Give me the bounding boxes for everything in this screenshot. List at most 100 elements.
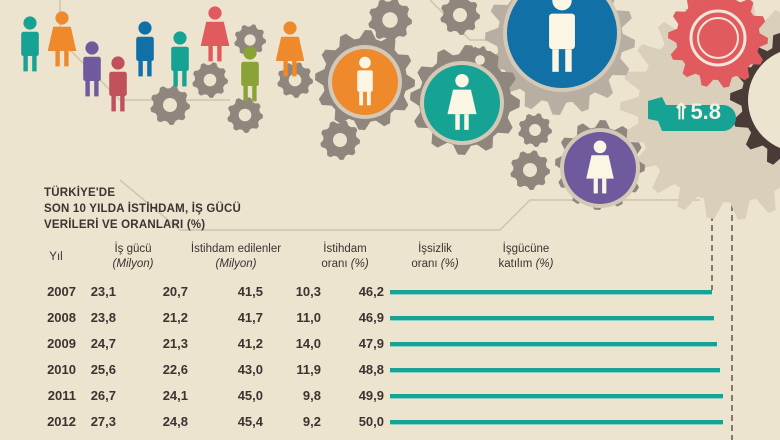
person-icon-leg — [182, 71, 187, 87]
table-row: 2012 27,3 24,8 45,4 9,2 50,0 — [0, 412, 780, 432]
person-icon-leg — [120, 96, 125, 112]
person-icon-body — [47, 26, 77, 51]
title-line-2: SON 10 YILDA İSTİHDAM, İŞ GÜCÜ — [44, 203, 242, 215]
person-icon-head — [55, 11, 69, 25]
woman-icon-body — [586, 155, 614, 179]
value-cell: 41,7 — [237, 310, 263, 325]
person-icon-head — [111, 56, 125, 70]
man-icon-leg — [359, 91, 364, 106]
value-cell: 9,8 — [302, 388, 321, 403]
increase-badge — [648, 97, 736, 131]
woman-icon-leg — [602, 178, 607, 194]
header-unit: (%) — [440, 258, 459, 270]
value-cell: 11,0 — [296, 310, 321, 325]
header-label: İşgücüne — [502, 243, 550, 255]
person-icon-head — [23, 16, 37, 30]
gear-hole — [475, 55, 485, 65]
header-year: Yıl — [36, 250, 76, 265]
value-cell: 23,8 — [90, 310, 116, 325]
person-icon-head — [283, 21, 297, 35]
header-year-label: Yıl — [49, 251, 63, 263]
header-participation: İşgücüne katılım (%) — [488, 242, 564, 272]
year-cell: 2011 — [47, 388, 76, 403]
year-cell: 2008 — [47, 310, 76, 325]
header-label: İstihdam edilenler — [190, 243, 282, 255]
person-icon-leg — [23, 56, 28, 72]
value-cell: 24,8 — [162, 414, 188, 429]
man-icon-body — [357, 70, 373, 92]
value-cell: 45,0 — [237, 388, 263, 403]
gear-hole — [333, 133, 347, 147]
participation-bar — [390, 368, 720, 372]
table-row: 2009 24,7 21,3 41,2 14,0 47,9 — [0, 334, 780, 354]
gear-hole — [748, 52, 780, 148]
woman-icon-leg — [464, 114, 469, 130]
person-icon-leg — [252, 86, 257, 102]
header-label2: oranı — [411, 258, 438, 270]
person-icon-head — [243, 46, 257, 60]
header-unit: (Milyon) — [215, 258, 257, 270]
header-employment-rate: İstihdam oranı (%) — [310, 242, 380, 272]
person-icon-leg — [111, 96, 116, 112]
person-icon-body — [136, 36, 154, 61]
header-label2: oranı — [321, 258, 348, 270]
year-cell: 2009 — [47, 336, 76, 351]
year-cell: 2007 — [47, 284, 76, 299]
person-icon-body — [241, 61, 259, 86]
gear-hole — [529, 124, 541, 136]
value-cell: 46,9 — [358, 310, 384, 325]
title-line-1: TÜRKİYE'DE — [44, 187, 116, 199]
header-label2: katılım — [498, 258, 533, 270]
increase-number: 5.8 — [690, 99, 722, 124]
person-icon-body — [21, 31, 39, 56]
value-cell: 14,0 — [295, 336, 321, 351]
man-icon-leg — [565, 49, 572, 72]
gear-hole — [523, 163, 537, 177]
value-cell: 21,2 — [162, 310, 188, 325]
person-icon-leg — [94, 81, 99, 97]
value-cell: 9,2 — [302, 414, 321, 429]
value-cell: 22,6 — [162, 362, 188, 377]
person-icon-head — [173, 31, 187, 45]
chart-title: TÜRKİYE'DE SON 10 YILDA İSTİHDAM, İŞ GÜC… — [44, 185, 241, 233]
value-cell: 43,0 — [237, 362, 263, 377]
person-icon-leg — [173, 71, 178, 87]
person-icon-leg — [217, 46, 222, 62]
person-icon-head — [208, 6, 222, 20]
gear-hole — [238, 108, 252, 122]
person-icon-leg — [243, 86, 248, 102]
gear-icon — [668, 0, 768, 88]
header-label: İş gücü — [114, 243, 152, 255]
person-icon-leg — [55, 51, 60, 67]
value-cell: 48,8 — [358, 362, 384, 377]
value-cell: 50,0 — [358, 414, 384, 429]
value-cell: 47,9 — [358, 336, 384, 351]
value-cell: 46,2 — [358, 284, 384, 299]
gear-ring — [689, 9, 747, 67]
person-icon-head — [85, 41, 99, 55]
header-labor-force: İş gücü (Milyon) — [98, 242, 168, 272]
gear-hole — [244, 34, 256, 46]
table-row: 2007 23,1 20,7 41,5 10,3 46,2 — [0, 282, 780, 302]
woman-icon-leg — [593, 178, 598, 194]
person-icon-body — [171, 46, 189, 71]
person-icon-leg — [138, 61, 143, 77]
gear-hole — [288, 73, 302, 87]
person-icon-leg — [208, 46, 213, 62]
participation-bar — [390, 342, 717, 346]
gear-hole — [453, 8, 467, 22]
value-cell: 24,1 — [162, 388, 188, 403]
person-icon-leg — [283, 61, 288, 77]
woman-icon-head — [455, 73, 469, 88]
value-cell: 25,6 — [90, 362, 116, 377]
person-icon-body — [83, 56, 101, 81]
participation-bar — [390, 290, 712, 294]
person-icon-leg — [85, 81, 90, 97]
woman-icon-body — [447, 89, 477, 115]
value-cell: 11,9 — [296, 362, 321, 377]
header-unit: (Milyon) — [112, 258, 154, 270]
man-icon-leg — [552, 49, 559, 72]
person-icon-leg — [292, 61, 297, 77]
woman-icon-head — [593, 140, 607, 154]
gear-hole — [203, 73, 217, 87]
